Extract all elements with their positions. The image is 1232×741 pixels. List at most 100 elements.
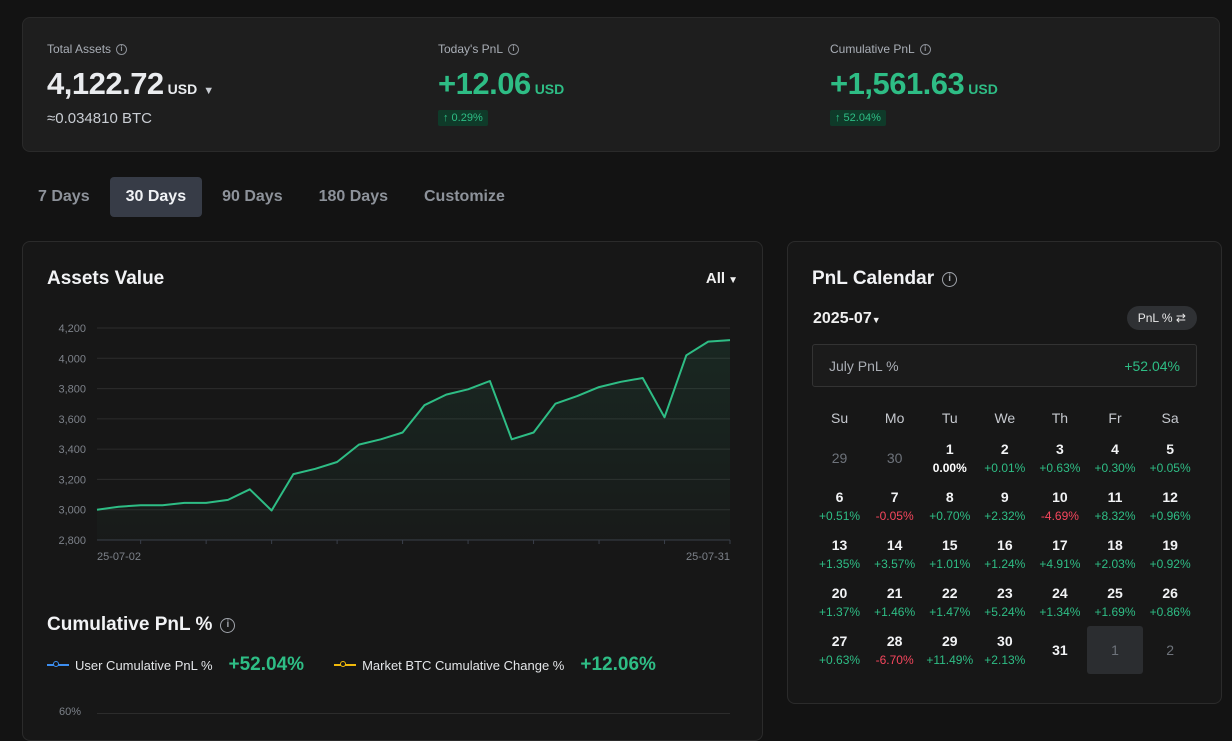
- calendar-day[interactable]: 3 +0.63%: [1032, 434, 1087, 482]
- y-tick-label: 4,000: [58, 353, 86, 365]
- calendar-day[interactable]: 17 +4.91%: [1032, 530, 1087, 578]
- day-pnl: +0.63%: [1039, 461, 1081, 475]
- legend-user-pnl[interactable]: User Cumulative PnL %: [47, 658, 213, 673]
- assets-value-title: Assets Value: [47, 268, 165, 289]
- data-point: [616, 377, 626, 387]
- info-icon[interactable]: i: [220, 617, 236, 633]
- line-marker-icon: [47, 661, 69, 667]
- day-number: 26: [1162, 585, 1178, 601]
- currency-label[interactable]: USD: [167, 81, 198, 97]
- tab-customize[interactable]: Customize: [423, 188, 505, 205]
- day-number: 22: [941, 585, 958, 601]
- pnl-mode-toggle[interactable]: PnL % ⇄: [1126, 306, 1197, 330]
- calendar-day[interactable]: 27 +0.63%: [812, 626, 867, 674]
- weekday-label: Fr: [1108, 410, 1122, 426]
- day-number: 17: [1052, 537, 1068, 553]
- calendar-day[interactable]: 21 +1.46%: [867, 578, 922, 626]
- calendar-day[interactable]: 29 +11.49%: [922, 626, 977, 674]
- calendar-day[interactable]: 31: [1032, 626, 1087, 674]
- calendar-day[interactable]: 20 +1.37%: [812, 578, 867, 626]
- calendar-day[interactable]: 6 +0.51%: [812, 482, 867, 530]
- month-select[interactable]: 2025-07▼: [813, 310, 881, 327]
- assets-value-chart[interactable]: 4,200 4,000 3,800 3,600 3,400 3,200 3,000 2,800…: [23, 242, 762, 572]
- calendar-day[interactable]: 5 +0.05%: [1143, 434, 1198, 482]
- calendar-day[interactable]: 1 0.00%: [922, 434, 977, 482]
- calendar-day[interactable]: 13 +1.35%: [812, 530, 867, 578]
- calendar-day[interactable]: 11 +8.32%: [1087, 482, 1142, 530]
- data-point: [376, 434, 386, 444]
- day-pnl: +1.35%: [819, 557, 861, 571]
- weekday-label: Sa: [1161, 410, 1179, 426]
- cumulative-pnl-label: Cumulative PnL: [830, 42, 915, 56]
- x-tick-label: 25-07-02: [97, 551, 141, 563]
- day-pnl: +1.46%: [874, 605, 916, 619]
- calendar-day[interactable]: 18 +2.03%: [1087, 530, 1142, 578]
- calendar-day[interactable]: 28 -6.70%: [867, 626, 922, 674]
- day-number: 6: [835, 489, 844, 505]
- day-number: 15: [941, 537, 958, 553]
- calendar-day[interactable]: 9 +2.32%: [977, 482, 1032, 530]
- day-number: 25: [1107, 585, 1123, 601]
- calendar-day[interactable]: 30: [867, 434, 922, 482]
- info-icon[interactable]: i: [942, 271, 958, 287]
- month-pnl-value: +52.04%: [1124, 358, 1180, 374]
- data-point: [179, 498, 189, 508]
- day-number: 10: [1052, 489, 1068, 505]
- tab-180-days[interactable]: 180 Days: [318, 188, 388, 205]
- calendar-day[interactable]: 10 -4.69%: [1032, 482, 1087, 530]
- assets-panel: Assets Value All ▼ 4,200 4,000 3,800 3,600 3,…: [22, 241, 763, 741]
- info-icon[interactable]: i: [919, 43, 931, 55]
- calendar-day[interactable]: 24 +1.34%: [1032, 578, 1087, 626]
- calendar-day[interactable]: 19 +0.92%: [1143, 530, 1198, 578]
- info-icon[interactable]: i: [508, 43, 519, 55]
- tab-30-days[interactable]: 30 Days: [109, 177, 203, 217]
- day-number: 12: [1162, 489, 1178, 505]
- data-point: [725, 335, 735, 345]
- calendar-day[interactable]: 15 +1.01%: [922, 530, 977, 578]
- calendar-days: 29 30 1 0.00% 2 +0.01% 3 +0.63% 4 +0.30% 5 +0.05% 6 +…: [812, 434, 1198, 674]
- calendar-day[interactable]: 7 -0.05%: [867, 482, 922, 530]
- legend-market-btc[interactable]: Market BTC Cumulative Change %: [334, 658, 564, 673]
- day-number: 29: [831, 450, 848, 466]
- assets-line: [96, 339, 731, 512]
- tab-7-days[interactable]: 7 Days: [38, 188, 90, 205]
- range-select[interactable]: All ▼: [705, 270, 738, 287]
- data-point: [398, 427, 408, 437]
- calendar-day[interactable]: 2: [1143, 626, 1198, 674]
- caret-down-icon[interactable]: ▼: [203, 85, 215, 97]
- day-pnl: +8.32%: [1094, 509, 1136, 523]
- data-point: [267, 505, 277, 515]
- calendar-day[interactable]: 1: [1087, 626, 1143, 674]
- day-number: 24: [1052, 585, 1068, 601]
- calendar-day[interactable]: 30 +2.13%: [977, 626, 1032, 674]
- calendar-day[interactable]: 26 +0.86%: [1143, 578, 1198, 626]
- data-point: [288, 469, 298, 479]
- day-pnl: +1.47%: [929, 605, 971, 619]
- day-number: 19: [1162, 537, 1178, 553]
- calendar-day[interactable]: 25 +1.69%: [1087, 578, 1142, 626]
- calendar-day[interactable]: 8 +0.70%: [922, 482, 977, 530]
- day-number: 11: [1107, 489, 1123, 505]
- data-point: [157, 500, 167, 510]
- day-pnl: +0.51%: [819, 509, 861, 523]
- calendar-day[interactable]: 23 +5.24%: [977, 578, 1032, 626]
- y-tick-label: 4,200: [58, 323, 86, 335]
- tab-90-days[interactable]: 90 Days: [222, 188, 283, 205]
- total-assets-label: Total Assets: [47, 42, 112, 56]
- calendar-day[interactable]: 12 +0.96%: [1143, 482, 1198, 530]
- data-point: [223, 495, 233, 505]
- today-pnl-stat: Today's PnL i +12.06 USD ↑ 0.29%: [438, 42, 564, 126]
- calendar-day[interactable]: 16 +1.24%: [977, 530, 1032, 578]
- calendar-day[interactable]: 22 +1.47%: [922, 578, 977, 626]
- data-point: [638, 373, 648, 383]
- day-number: 2: [1000, 441, 1009, 457]
- data-point: [310, 464, 320, 474]
- calendar-day[interactable]: 4 +0.30%: [1087, 434, 1142, 482]
- calendar-day[interactable]: 29: [812, 434, 867, 482]
- day-pnl: +1.01%: [929, 557, 971, 571]
- y-tick-label: 2,800: [58, 535, 86, 547]
- calendar-day[interactable]: 2 +0.01%: [977, 434, 1032, 482]
- info-icon[interactable]: i: [116, 43, 128, 55]
- calendar-day[interactable]: 14 +3.57%: [867, 530, 922, 578]
- day-number: 1: [1111, 642, 1119, 658]
